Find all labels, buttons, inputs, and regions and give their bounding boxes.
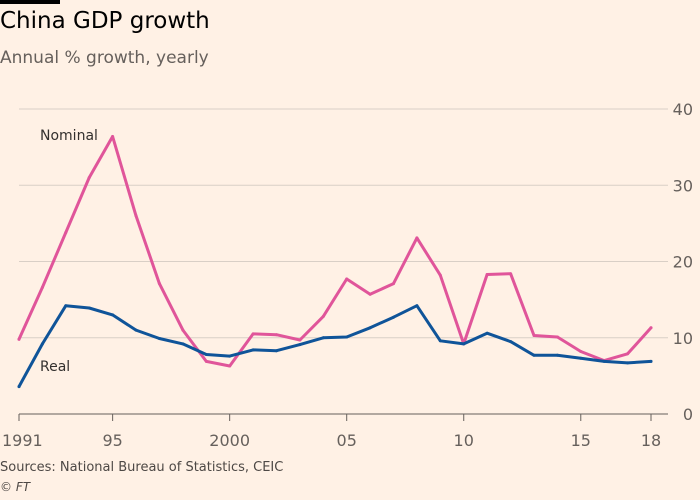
- data-point-real: [111, 313, 115, 317]
- data-point-real: [275, 349, 278, 353]
- x-tick-label: 95: [102, 431, 122, 450]
- data-point-real: [204, 353, 208, 356]
- data-point-nominal: [532, 334, 536, 337]
- x-axis: 1991 95 2000 05 10 15 18: [2, 414, 661, 450]
- data-point-real: [579, 356, 583, 360]
- data-point-real: [602, 359, 606, 363]
- data-point-nominal: [392, 282, 395, 286]
- data-point-real: [509, 340, 513, 344]
- data-point-nominal: [251, 332, 255, 336]
- data-point-nominal: [438, 273, 442, 277]
- line-chart: 0 10 20 30 40 1991 95 2000 05 10 15 18 Nominal Rea…: [2, 100, 693, 450]
- data-point-nominal: [555, 335, 559, 339]
- data-point-nominal: [368, 292, 372, 296]
- data-point-real: [17, 385, 21, 389]
- data-point-real: [251, 348, 255, 352]
- x-tick-label: 2000: [209, 431, 250, 450]
- y-axis-labels: 0 10 20 30 40: [673, 100, 693, 424]
- data-point-real: [626, 361, 630, 365]
- data-point-nominal: [321, 314, 325, 318]
- data-point-nominal: [111, 135, 115, 138]
- series-label-nominal: Nominal: [40, 128, 98, 144]
- data-point-real: [345, 335, 349, 339]
- y-tick-label: 0: [683, 405, 693, 424]
- series-lines: [17, 135, 653, 389]
- data-point-real: [181, 342, 185, 346]
- data-point-nominal: [298, 338, 302, 342]
- data-point-nominal: [17, 337, 21, 341]
- data-point-real: [298, 343, 302, 347]
- data-point-real: [321, 336, 325, 340]
- chart-title: China GDP growth: [0, 8, 210, 34]
- data-point-real: [485, 331, 489, 335]
- x-tick-label: 15: [571, 431, 591, 450]
- data-point-real: [157, 337, 161, 340]
- copyright-note: © FT: [0, 480, 31, 494]
- data-point-nominal: [181, 328, 185, 332]
- data-point-nominal: [579, 350, 583, 353]
- y-tick-label: 20: [673, 253, 693, 272]
- data-point-nominal: [64, 231, 68, 234]
- data-point-real: [555, 353, 559, 357]
- data-point-nominal: [626, 352, 630, 356]
- data-point-real: [87, 306, 91, 310]
- data-point-real: [532, 353, 536, 357]
- data-point-real: [438, 339, 442, 343]
- data-point-nominal: [509, 272, 513, 276]
- data-point-real: [228, 354, 232, 358]
- series-line-nominal: [17, 135, 653, 368]
- x-tick-label: 05: [337, 431, 357, 450]
- data-point-real: [462, 342, 466, 346]
- gridlines: [19, 108, 668, 415]
- data-point-real: [134, 328, 138, 332]
- data-point-nominal: [415, 236, 419, 240]
- data-point-real: [415, 304, 419, 308]
- data-point-nominal: [275, 333, 278, 337]
- x-tick-label: 18: [641, 431, 661, 450]
- data-point-nominal: [134, 214, 138, 218]
- data-point-real: [40, 342, 44, 346]
- series-line-real: [17, 304, 653, 389]
- y-tick-label: 40: [673, 100, 693, 119]
- chart-subtitle: Annual % growth, yearly: [0, 48, 209, 68]
- data-point-nominal: [345, 277, 349, 281]
- x-tick-label: 1991: [2, 431, 43, 450]
- y-tick-label: 30: [673, 176, 693, 195]
- data-point-real: [368, 326, 372, 330]
- data-point-nominal: [40, 285, 44, 289]
- data-point-nominal: [157, 282, 161, 286]
- data-point-real: [64, 304, 68, 308]
- y-tick-label: 10: [673, 329, 693, 348]
- data-point-nominal: [485, 273, 489, 276]
- data-point-nominal: [204, 359, 208, 363]
- title-accent-bar: [0, 0, 60, 4]
- data-point-nominal: [649, 326, 653, 330]
- x-tick-label: 10: [454, 431, 474, 450]
- source-note: Sources: National Bureau of Statistics, …: [0, 460, 284, 475]
- series-label-real: Real: [40, 359, 70, 375]
- data-point-nominal: [228, 364, 232, 368]
- data-point-nominal: [87, 176, 91, 180]
- data-point-real: [392, 315, 395, 319]
- data-point-real: [649, 359, 653, 363]
